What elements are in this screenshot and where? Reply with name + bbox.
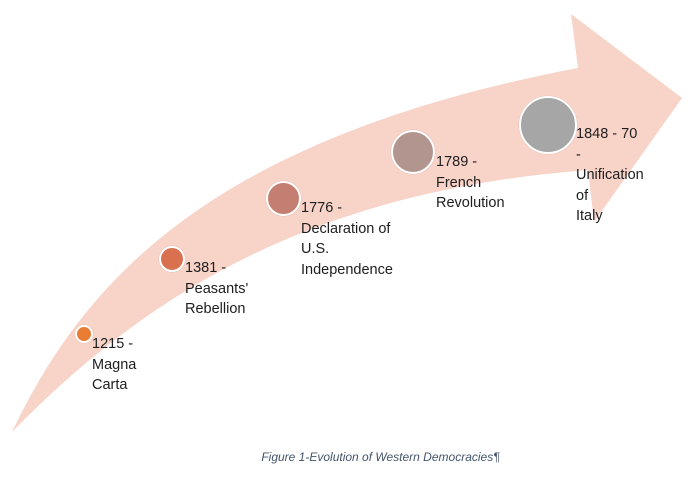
arrow-shape <box>12 14 682 432</box>
milestone-dot <box>75 325 93 343</box>
milestone-dot <box>159 246 185 272</box>
milestone-label: 1381 - Peasants' Rebellion <box>185 260 249 317</box>
figure-caption: Figure 1-Evolution of Western Democracie… <box>0 450 699 464</box>
pilcrow-mark: ¶ <box>493 450 500 464</box>
milestone-label: 1848 - 70 - Unification of Italy <box>576 126 644 224</box>
milestone-dot <box>391 130 435 174</box>
milestone-label: 1776 - Declaration of U.S. Independence <box>301 200 393 278</box>
milestone-dot <box>519 96 577 154</box>
milestone-label: 1789 - French Revolution <box>436 154 505 211</box>
milestone-label: 1215 - Magna Carta <box>92 336 137 393</box>
caption-text: Figure 1-Evolution of Western Democracie… <box>261 450 494 464</box>
milestone-dot <box>266 181 301 216</box>
